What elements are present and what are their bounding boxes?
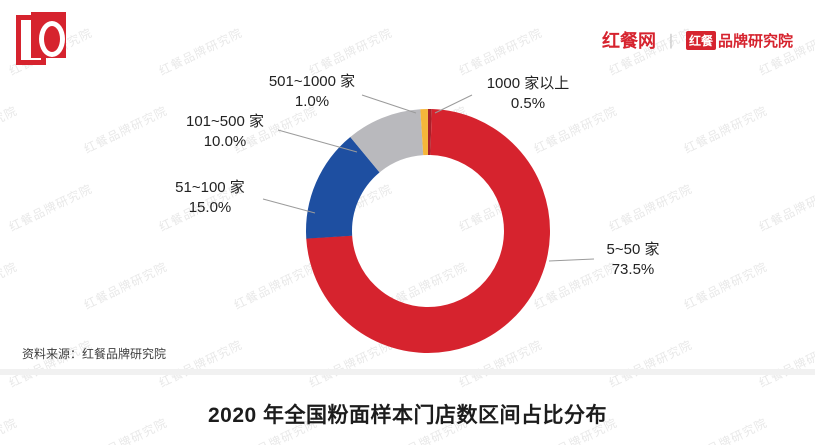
slice-label-pct: 73.5% bbox=[611, 260, 655, 278]
leader-line-5-50 bbox=[548, 258, 595, 262]
brand-separator: 丨 bbox=[662, 34, 679, 51]
leader-line-101-500 bbox=[277, 129, 358, 153]
hongcan-logo bbox=[16, 12, 66, 65]
leader-lines bbox=[262, 94, 595, 262]
institute-lockup: 红餐 品牌研究院 bbox=[685, 30, 793, 51]
donut-segment-1000 家以上 bbox=[306, 109, 550, 353]
leader-line-51-100 bbox=[262, 198, 316, 214]
slice-label-name: 101~500 家 bbox=[186, 113, 264, 130]
slice-label-pct: 1.0% bbox=[294, 92, 330, 110]
slice-label-name: 1000 家以上 bbox=[486, 75, 570, 92]
donut-segment-5~50 家 bbox=[306, 109, 550, 353]
institute-name: 品牌研究院 bbox=[717, 32, 793, 50]
leader-line-1000-plus bbox=[434, 94, 473, 114]
slice-label-501-1000: 501~1000 家 1.0% bbox=[250, 72, 374, 111]
section-divider bbox=[0, 369, 815, 375]
brand-name: 红餐网 bbox=[601, 31, 656, 51]
donut-segment-501~1000 家 bbox=[306, 108, 550, 353]
slice-label-name: 501~1000 家 bbox=[268, 73, 356, 90]
institute-badge: 红餐 bbox=[685, 30, 716, 50]
donut-segment-51~100 家 bbox=[305, 109, 550, 353]
leader-line-501-1000 bbox=[361, 94, 417, 114]
slice-label-1000-plus: 1000 家以上 0.5% bbox=[470, 74, 586, 113]
slice-label-pct: 15.0% bbox=[188, 198, 232, 216]
header-brand-lockup: 红餐网 丨 红餐 品牌研究院 bbox=[602, 27, 793, 53]
slice-label-pct: 0.5% bbox=[510, 94, 546, 112]
data-source-note: 资料来源：红餐品牌研究院 bbox=[22, 347, 167, 361]
donut-segments bbox=[305, 108, 550, 353]
slice-label-pct: 10.0% bbox=[203, 132, 247, 150]
slice-label-name: 51~100 家 bbox=[175, 179, 245, 196]
slice-label-51-100: 51~100 家 15.0% bbox=[148, 178, 272, 217]
logo-zero-glyph bbox=[39, 21, 65, 57]
chart-title: 2020 年全国粉面样本门店数区间占比分布 bbox=[207, 404, 608, 427]
slice-label-5-50: 5~50 家 73.5% bbox=[578, 240, 688, 279]
slice-label-101-500: 101~500 家 10.0% bbox=[163, 112, 287, 151]
donut-segment-101~500 家 bbox=[306, 108, 550, 353]
slice-label-name: 5~50 家 bbox=[606, 241, 660, 258]
